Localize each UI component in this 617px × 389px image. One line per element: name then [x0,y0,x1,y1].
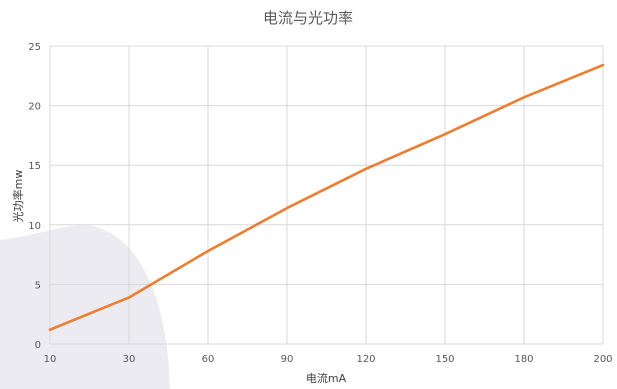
y-axis-label: 光功率mw [11,170,25,223]
x-axis-label: 电流mA [306,371,347,385]
x-tick-label: 150 [435,354,454,365]
x-tick-label: 90 [281,354,294,365]
series-line-0 [48,63,605,332]
x-tick-label: 180 [514,354,533,365]
y-tick-label: 25 [28,42,41,53]
y-tick-label: 15 [28,161,41,172]
chart-title: 电流与光功率 [263,9,353,27]
x-axis-ticks: 10 30 60 90 120 150 180 200 [44,354,613,365]
x-tick-label: 60 [202,354,215,365]
series-layer [48,63,605,332]
x-tick-label: 120 [356,354,375,365]
x-tick-label: 30 [123,354,136,365]
y-tick-label: 5 [35,280,41,291]
gridlines [49,45,604,345]
y-tick-label: 10 [28,221,41,232]
y-tick-label: 0 [35,340,41,351]
y-tick-label: 20 [28,102,41,113]
y-axis-ticks: 0 5 10 15 20 25 [28,42,41,351]
x-tick-label: 200 [593,354,612,365]
watermark-shape [0,225,170,389]
x-tick-label: 10 [44,354,57,365]
